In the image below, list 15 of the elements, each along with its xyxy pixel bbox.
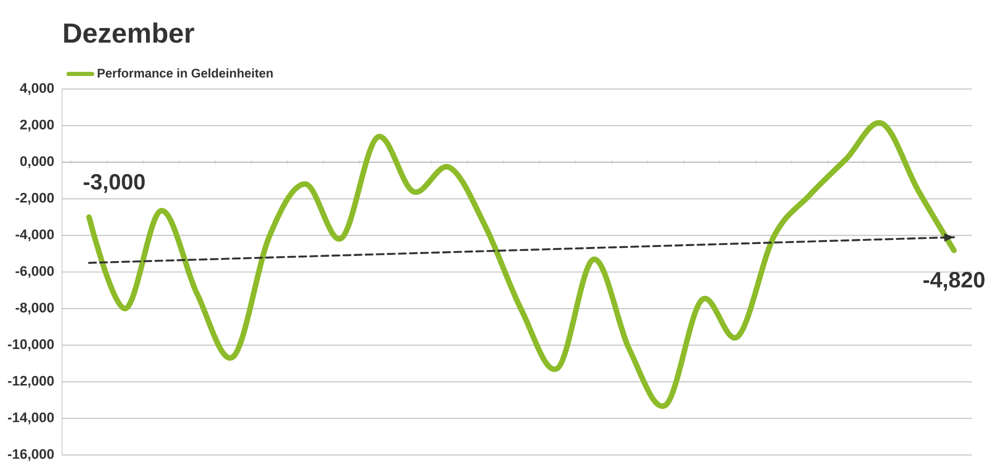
y-tick-label: -6,000	[16, 266, 54, 278]
data-label: -3,000	[84, 174, 145, 193]
y-tick-label: -14,000	[8, 412, 54, 424]
y-tick-label: 4,000	[20, 83, 54, 95]
y-tick-label: -8,000	[16, 302, 54, 315]
data-label: -4,820	[923, 272, 984, 291]
legend-label: Performance in Geldeinheiten	[98, 68, 273, 78]
y-tick-label: -4,000	[16, 230, 54, 242]
y-tick-label: -16,000	[8, 449, 54, 461]
y-tick-label: 2,000	[20, 120, 54, 132]
y-tick-label: -12,000	[8, 376, 54, 388]
chart-title: Dezember	[64, 22, 194, 43]
y-tick-label: -2,000	[16, 192, 54, 205]
y-tick-label: -10,000	[8, 339, 54, 352]
y-tick-label: 0,000	[20, 156, 54, 168]
